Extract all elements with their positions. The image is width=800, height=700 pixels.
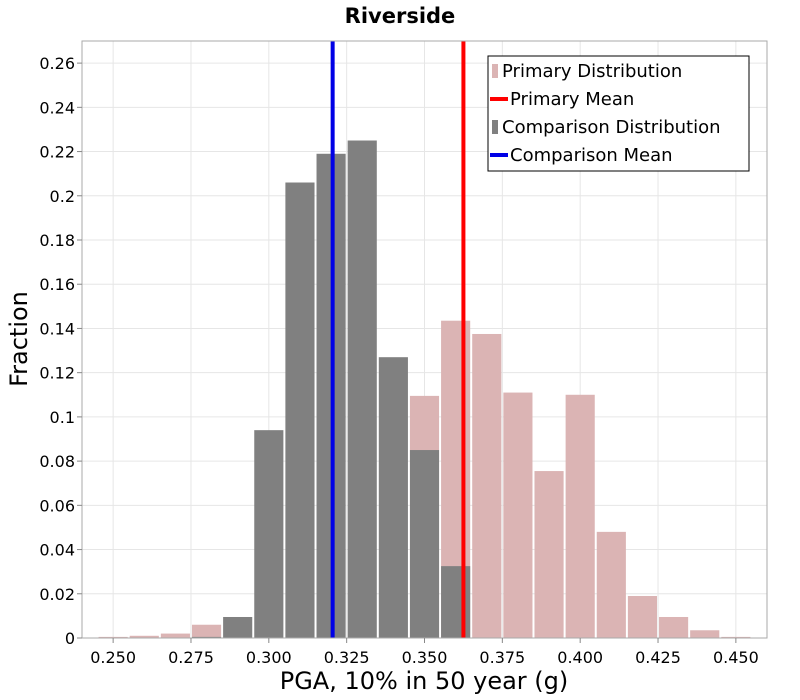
y-tick-label: 0.06 — [39, 496, 75, 515]
x-tick-label: 0.375 — [479, 648, 525, 667]
y-tick-label: 0 — [65, 629, 75, 648]
y-tick-label: 0.16 — [39, 275, 75, 294]
primary-distribution-bar — [534, 471, 564, 638]
primary-distribution-bar — [690, 630, 720, 638]
mean-lines — [330, 41, 466, 638]
x-axis-ticks: 0.250 0.275 0.300 0.325 0.350 0.375 0.400 0.425… — [90, 638, 759, 667]
x-tick-label: 0.325 — [324, 648, 370, 667]
x-tick-label: 0.300 — [246, 648, 292, 667]
x-tick-label: 0.350 — [402, 648, 448, 667]
comparison-distribution-bar — [347, 140, 377, 638]
x-tick-label: 0.400 — [557, 648, 603, 667]
comparison-distribution-bar — [378, 357, 408, 638]
y-tick-label: 0.18 — [39, 231, 75, 250]
primary-distribution-bar — [160, 633, 190, 638]
y-tick-label: 0.2 — [50, 187, 75, 206]
legend-swatch — [492, 64, 498, 78]
y-axis-label: Fraction — [5, 291, 33, 387]
primary-distribution-bar — [129, 635, 159, 638]
comparison-distribution-bar — [441, 566, 471, 638]
chart-title: Riverside — [345, 4, 456, 28]
y-tick-label: 0.14 — [39, 319, 75, 338]
y-axis-ticks: 0 0.02 0.04 0.06 0.08 0.1 0.12 0.14 0.16 0.18 0.2 0… — [39, 54, 82, 648]
comparison-distribution-bar — [254, 430, 284, 638]
y-tick-label: 0.04 — [39, 541, 75, 560]
y-tick-label: 0.08 — [39, 452, 75, 471]
legend-box — [487, 55, 750, 172]
primary-distribution-bar — [472, 333, 502, 638]
legend-label: Primary Distribution — [502, 61, 682, 82]
x-tick-label: 0.250 — [90, 648, 136, 667]
legend-label: Comparison Distribution — [502, 117, 721, 138]
legend-swatch — [492, 120, 498, 134]
legend: Primary Distribution Primary Mean Comparis… — [487, 55, 750, 172]
y-tick-label: 0.1 — [50, 408, 75, 427]
y-tick-label: 0.22 — [39, 143, 75, 162]
comparison-distribution-bar — [191, 636, 222, 638]
x-axis-label: PGA, 10% in 50 year (g) — [280, 667, 569, 695]
y-tick-label: 0.26 — [39, 54, 75, 73]
legend-label: Primary Mean — [510, 89, 634, 110]
comparison-distribution-bar — [223, 616, 253, 638]
primary-distribution-bar — [659, 616, 689, 638]
y-tick-label: 0.02 — [39, 585, 75, 604]
primary-distribution-bar — [98, 636, 128, 638]
comparison-distribution-bar — [409, 450, 440, 638]
x-tick-label: 0.450 — [713, 648, 759, 667]
x-tick-label: 0.425 — [635, 648, 681, 667]
comparison-distribution-bar — [285, 182, 315, 638]
y-tick-label: 0.12 — [39, 364, 75, 383]
bars — [98, 140, 751, 638]
x-tick-label: 0.275 — [168, 648, 214, 667]
primary-distribution-bar — [627, 595, 658, 638]
primary-distribution-bar — [191, 624, 222, 638]
primary-distribution-bar — [721, 636, 751, 638]
legend-label: Comparison Mean — [510, 145, 673, 166]
primary-distribution-bar — [565, 394, 595, 638]
primary-distribution-bar — [596, 531, 626, 638]
primary-distribution-bar — [503, 392, 533, 638]
y-tick-label: 0.24 — [39, 98, 75, 117]
